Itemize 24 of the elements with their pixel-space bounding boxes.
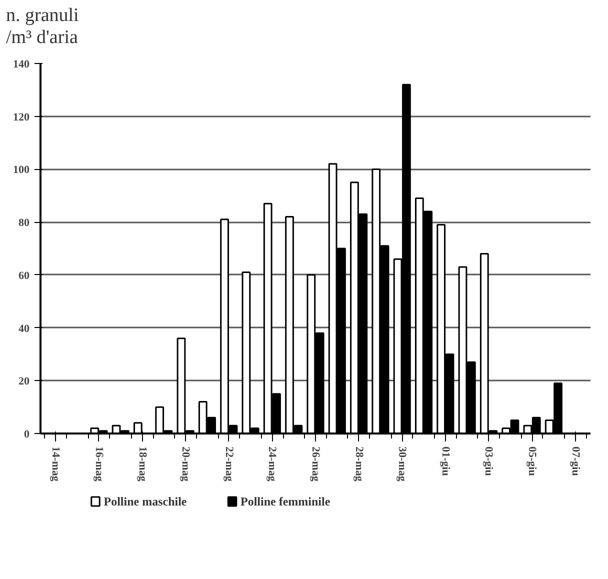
x-tick-label: 20-mag — [180, 446, 192, 482]
x-tick-label: 18-mag — [136, 446, 148, 482]
y-tick-label: 100 — [13, 164, 30, 176]
y-tick-label: 80 — [18, 217, 30, 230]
y-tick-label: 20 — [18, 376, 30, 388]
x-tick-label: 30-mag — [396, 446, 408, 482]
x-tick-label: 01-giu — [439, 446, 452, 476]
x-tick-label: 07-giu — [569, 446, 582, 476]
x-tick-label: 24-mag — [266, 446, 278, 482]
y-tick-label: 140 — [13, 58, 30, 70]
x-tick-label: 26-mag — [310, 446, 322, 482]
x-tick-label: 03-giu — [482, 446, 495, 476]
y-tick-label: 0 — [24, 428, 30, 440]
y-axis-title: n. granuli /m³ d'aria — [6, 5, 79, 49]
y-tick-label: 120 — [13, 111, 30, 124]
x-tick-label: 05-giu — [526, 446, 538, 476]
y-tick-label: 40 — [18, 322, 30, 335]
x-tick-label: 14-mag — [50, 446, 62, 482]
legend-label: Polline maschile — [104, 494, 188, 508]
x-tick-label: 16-mag — [92, 446, 105, 482]
x-tick-label: 22-mag — [222, 446, 235, 482]
legend-label: Polline femminile — [240, 494, 331, 508]
y-tick-label: 60 — [18, 270, 30, 282]
x-tick-label: 28-mag — [352, 446, 365, 482]
